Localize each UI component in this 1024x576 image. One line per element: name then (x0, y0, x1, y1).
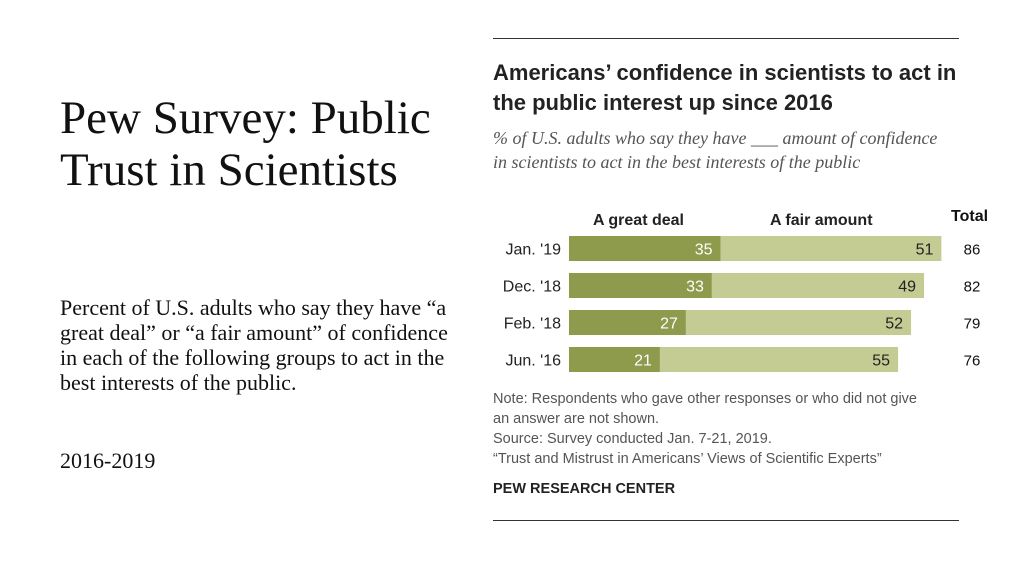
total-value: 79 (964, 316, 981, 333)
chart-subtitle: % of U.S. adults who say they have ___ a… (493, 128, 938, 172)
bar-great-deal (569, 310, 686, 335)
bottom-rule (493, 520, 959, 521)
data-label-fair-amount: 51 (916, 242, 934, 259)
source-org: PEW RESEARCH CENTER (493, 481, 676, 497)
category-label: Jun. '16 (505, 353, 561, 370)
bar-fair-amount (711, 273, 925, 298)
data-label-great-deal: 35 (695, 242, 713, 259)
legend-fair-amount: A fair amount (770, 212, 873, 229)
data-label-fair-amount: 52 (885, 316, 903, 333)
slide-years: 2016-2019 (60, 448, 156, 473)
note-line-1: Note: Respondents who gave other respons… (493, 391, 917, 407)
slide-title: Pew Survey: Public Trust in Scientists (60, 92, 431, 196)
category-label: Feb. '18 (504, 316, 561, 333)
note-line-2: an answer are not shown. (493, 411, 660, 427)
bar-great-deal (569, 347, 660, 372)
data-label-great-deal: 21 (634, 353, 652, 370)
slide-description: Percent of U.S. adults who say they have… (60, 295, 448, 395)
total-value: 76 (964, 353, 981, 370)
top-rule (493, 38, 959, 39)
total-header: Total (951, 208, 989, 225)
data-label-great-deal: 33 (686, 279, 704, 296)
bar-great-deal (569, 273, 712, 298)
chart-title: Americans’ confidence in scientists to a… (493, 60, 957, 115)
source-line-2: “Trust and Mistrust in Americans’ Views … (493, 451, 882, 467)
bar-fair-amount (720, 236, 942, 261)
total-value: 86 (964, 242, 981, 259)
bar-great-deal (569, 236, 721, 261)
data-label-fair-amount: 55 (872, 353, 890, 370)
bar-fair-amount (685, 310, 912, 335)
data-label-fair-amount: 49 (898, 279, 916, 296)
bar-chart: Jan. '19 35 51 86 Dec. '18 33 49 82 Feb. '18 27 52… (503, 236, 981, 372)
total-value: 82 (964, 279, 981, 296)
legend-great-deal: A great deal (593, 212, 684, 229)
source-line-1: Source: Survey conducted Jan. 7-21, 2019… (493, 431, 772, 447)
category-label: Jan. '19 (505, 242, 561, 259)
bar-fair-amount (659, 347, 899, 372)
category-label: Dec. '18 (503, 279, 561, 296)
data-label-great-deal: 27 (660, 316, 678, 333)
